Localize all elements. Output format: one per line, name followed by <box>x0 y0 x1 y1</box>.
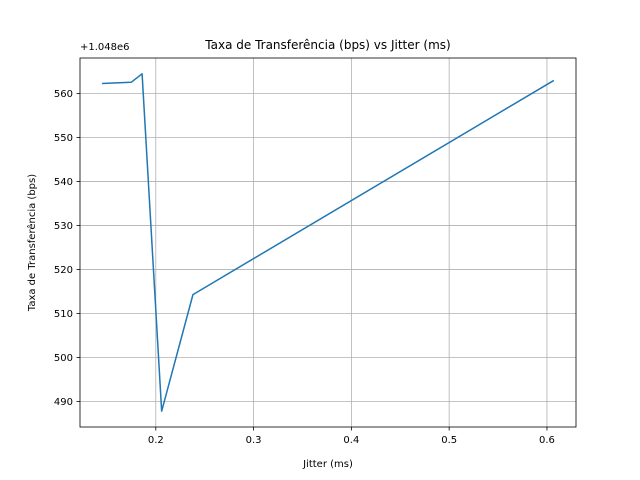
series-layer <box>101 73 555 412</box>
x-tick-label: 0.2 <box>148 435 164 446</box>
y-tick-label: 540 <box>54 177 73 188</box>
series-line <box>101 73 555 412</box>
y-tick-label: 560 <box>54 89 73 100</box>
plot-frame <box>79 57 577 428</box>
x-tick-label: 0.6 <box>539 435 555 446</box>
y-offset-text: +1.048e6 <box>80 42 130 53</box>
y-tick-label: 490 <box>54 397 73 408</box>
y-tick-label: 520 <box>54 265 73 276</box>
y-axis-label: Taxa de Transferência (bps) <box>26 174 38 312</box>
plot-area-background <box>80 58 576 427</box>
y-tick-label: 530 <box>54 221 73 232</box>
x-tick-label: 0.3 <box>246 435 262 446</box>
y-tick-label: 500 <box>54 353 73 364</box>
x-tick-label: 0.5 <box>441 435 457 446</box>
y-tick-label: 510 <box>54 309 73 320</box>
x-tick-label: 0.4 <box>343 435 359 446</box>
grid <box>80 58 576 427</box>
x-axis-label: Jitter (ms) <box>302 459 353 470</box>
axis-ticks: 0.2 0.3 0.4 0.5 0.6 490 500 510 520 530 540 550 560 <box>54 89 555 446</box>
chart-title: Taxa de Transferência (bps) vs Jitter (m… <box>204 38 450 52</box>
y-tick-label: 550 <box>54 133 73 144</box>
